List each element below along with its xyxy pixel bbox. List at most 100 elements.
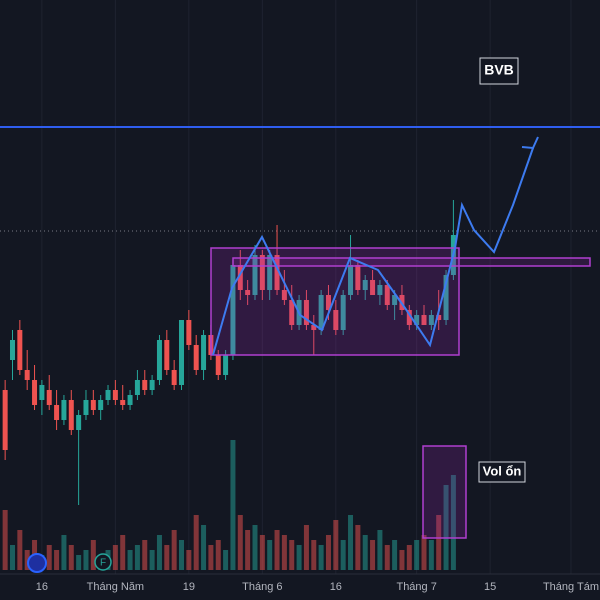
- candle-body: [436, 315, 442, 320]
- volume-bar: [303, 525, 309, 570]
- candle-body: [149, 380, 155, 390]
- volume-bar: [61, 535, 67, 570]
- volume-bar: [54, 550, 60, 570]
- candle-body: [2, 390, 8, 450]
- event-marker[interactable]: [94, 553, 112, 571]
- volume-bar: [215, 540, 221, 570]
- resistance-box: [232, 257, 591, 267]
- volume-bar: [17, 530, 23, 570]
- x-axis: 16 Tháng Năm 19 Tháng 6 16 Tháng 7 15 Tháng Tám: [0, 573, 600, 600]
- candle-body: [392, 295, 398, 305]
- candle-body: [237, 265, 243, 290]
- candle-body: [443, 275, 449, 320]
- volume-bar: [392, 540, 398, 570]
- volume-pane: [2, 440, 456, 570]
- candle-body: [406, 310, 412, 325]
- candle-body: [98, 400, 104, 410]
- label-box: [479, 57, 519, 85]
- x-tick-label: 19: [183, 581, 195, 593]
- x-tick-label: Tháng Năm: [87, 581, 144, 593]
- candle-body: [90, 400, 96, 410]
- candle-body: [223, 355, 229, 375]
- candle-body: [179, 320, 185, 385]
- vol-label: Vol ổn: [478, 461, 526, 483]
- volume-box: [422, 445, 467, 539]
- volume-bar: [134, 545, 140, 570]
- volume-bar: [193, 515, 199, 570]
- candle-body: [252, 255, 258, 295]
- candle-body: [215, 355, 221, 375]
- volume-bar: [340, 540, 346, 570]
- bvb-label: BVB: [479, 57, 519, 85]
- volume-bar: [428, 540, 434, 570]
- candle-body: [54, 405, 60, 420]
- candle-body: [46, 390, 52, 405]
- volume-bar: [2, 510, 8, 570]
- candle-body: [127, 395, 133, 405]
- volume-bar: [68, 545, 74, 570]
- candle-body: [134, 380, 140, 395]
- x-tick-label: Tháng 6: [242, 581, 282, 593]
- volume-bar: [370, 540, 376, 570]
- candle-body: [61, 400, 67, 420]
- arrow-head: [521, 136, 539, 150]
- candle-body: [230, 265, 236, 355]
- candle-body: [245, 290, 251, 295]
- volume-bar: [90, 540, 96, 570]
- candle-body: [76, 415, 82, 430]
- volume-bar: [76, 555, 82, 570]
- volume-bar: [362, 535, 368, 570]
- volume-bar: [24, 550, 30, 570]
- volume-bar: [208, 545, 214, 570]
- volume-bar: [164, 545, 170, 570]
- candle-body: [186, 320, 192, 345]
- volume-bar: [171, 530, 177, 570]
- candle-body: [112, 390, 118, 400]
- volume-bar: [46, 545, 52, 570]
- volume-bar: [127, 550, 133, 570]
- volume-bar: [230, 440, 236, 570]
- volume-bar: [83, 550, 89, 570]
- candle-body: [289, 300, 295, 325]
- volume-bar: [355, 525, 361, 570]
- volume-bar: [325, 535, 331, 570]
- candle-body: [281, 290, 287, 300]
- volume-bar: [406, 545, 412, 570]
- volume-bar: [450, 475, 456, 570]
- candle-body: [333, 310, 339, 330]
- volume-bar: [237, 515, 243, 570]
- volume-bar: [281, 535, 287, 570]
- x-tick-label: Tháng Tám: [543, 581, 599, 593]
- volume-bar: [377, 530, 383, 570]
- volume-bar: [156, 535, 162, 570]
- volume-bar: [311, 540, 317, 570]
- candle-body: [325, 295, 331, 310]
- candle-body: [384, 285, 390, 305]
- candle-body: [171, 370, 177, 385]
- volume-bar: [421, 535, 427, 570]
- volume-bar: [223, 550, 229, 570]
- volume-bar: [348, 515, 354, 570]
- candle-body: [267, 255, 273, 290]
- candle-body: [201, 335, 207, 370]
- annotation-text: Vol ổn: [483, 463, 522, 478]
- candle-body: [156, 340, 162, 380]
- event-marker[interactable]: [27, 553, 47, 573]
- volume-bar: [120, 535, 126, 570]
- candle-body: [303, 300, 309, 325]
- candle-body: [142, 380, 148, 390]
- candle-body: [421, 315, 427, 325]
- volume-bar: [149, 550, 155, 570]
- volume-bar: [252, 525, 258, 570]
- candle-body: [362, 280, 368, 290]
- candle-body: [274, 255, 280, 290]
- candle-body: [17, 330, 23, 370]
- volume-bar: [179, 540, 185, 570]
- volume-bar: [259, 535, 265, 570]
- candle-body: [355, 265, 361, 290]
- candle-body: [370, 280, 376, 295]
- annotation-text: BVB: [484, 62, 514, 78]
- volume-bar: [296, 545, 302, 570]
- volume-bar: [186, 550, 192, 570]
- candle-body: [39, 385, 45, 400]
